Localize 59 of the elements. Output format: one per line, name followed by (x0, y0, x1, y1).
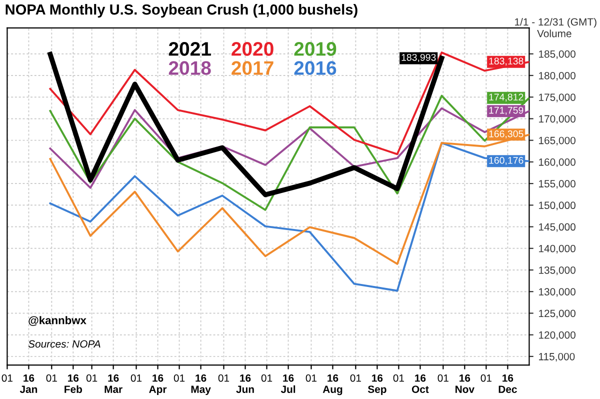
text: 2019 (294, 42, 336, 56)
text: 2021 (168, 42, 211, 56)
x-tick-label: 16 Nov (456, 374, 474, 393)
line-series (49, 94, 530, 211)
x-tick-label: 16 Feb (64, 374, 82, 393)
chart-title: NOPA Monthly U.S. Soybean Crush (1,000 bushels) (6, 4, 358, 18)
x-tick-label: 01 (174, 374, 185, 382)
x-tick-label: 16 Sep (368, 374, 386, 396)
x-tick-label: 16 Jul (280, 374, 296, 393)
x-tick-label: 01 (261, 374, 272, 382)
y-tick-label: 155,000 (539, 180, 576, 189)
y-axis-title: Volume (537, 30, 572, 38)
x-tick-label: 01 (130, 374, 142, 382)
data-label: 183,138 (489, 58, 524, 66)
y-tick-label: 185,000 (539, 50, 576, 59)
x-tick-label: 01 (2, 374, 12, 382)
y-tick-label: 130,000 (539, 288, 576, 297)
y-tick-label: 115,000 (539, 352, 575, 362)
x-tick-label: 01 (350, 374, 361, 382)
x-tick-label: 16 Mar (104, 374, 122, 393)
x-tick-label: 16 Oct (412, 374, 429, 393)
x-tick-label: 01 (218, 374, 230, 382)
line-series (49, 107, 530, 189)
x-tick-label: 16 Jan (20, 374, 38, 393)
y-tick-label: 170,000 (539, 115, 576, 124)
y-tick-label: 135,000 (539, 266, 576, 276)
line-series (49, 142, 530, 292)
y-tick-label: 125,000 (539, 310, 576, 318)
x-tick-label: 01 (393, 374, 404, 382)
data-label: 171,759 (489, 106, 524, 115)
x-tick-label: 16 Aug (322, 374, 342, 396)
y-tick-label: 180,000 (539, 72, 576, 81)
y-tick-label: 145,000 (539, 223, 576, 232)
text: 1/1 - 12/31 (GMT) (515, 18, 596, 28)
data-label: 160,176 (489, 156, 524, 165)
y-tick-label: 175,000 (539, 94, 576, 102)
y-tick-label: 165,000 (539, 136, 576, 146)
annotation: @kannbwx (28, 316, 86, 326)
y-tick-label: 120,000 (539, 331, 576, 340)
x-tick-label: 16 Apr (149, 374, 167, 396)
text: 2017 (232, 61, 274, 75)
text: 2020 (232, 42, 274, 56)
x-tick-label: 01 (46, 374, 57, 382)
text: 2016 (294, 61, 336, 75)
x-tick-label: 01 (306, 374, 317, 382)
x-tick-label: 01 (438, 374, 448, 382)
y-tick-label: 150,000 (539, 202, 576, 210)
data-label: 174,812 (489, 94, 524, 102)
text: 2018 (168, 61, 211, 75)
x-tick-label: 16 Dec (498, 374, 517, 393)
y-tick-label: 140,000 (539, 244, 576, 254)
data-label: 166,305 (489, 130, 524, 138)
annotation: Sources: NOPA (28, 340, 100, 348)
x-tick-label: 16 May (191, 374, 211, 396)
data-label: 183,993 (402, 54, 436, 62)
x-tick-label: 01 (86, 374, 98, 382)
y-tick-label: 160,000 (539, 158, 576, 168)
x-tick-label: 16 Jun (236, 374, 254, 393)
x-tick-label: 01 (480, 374, 492, 382)
